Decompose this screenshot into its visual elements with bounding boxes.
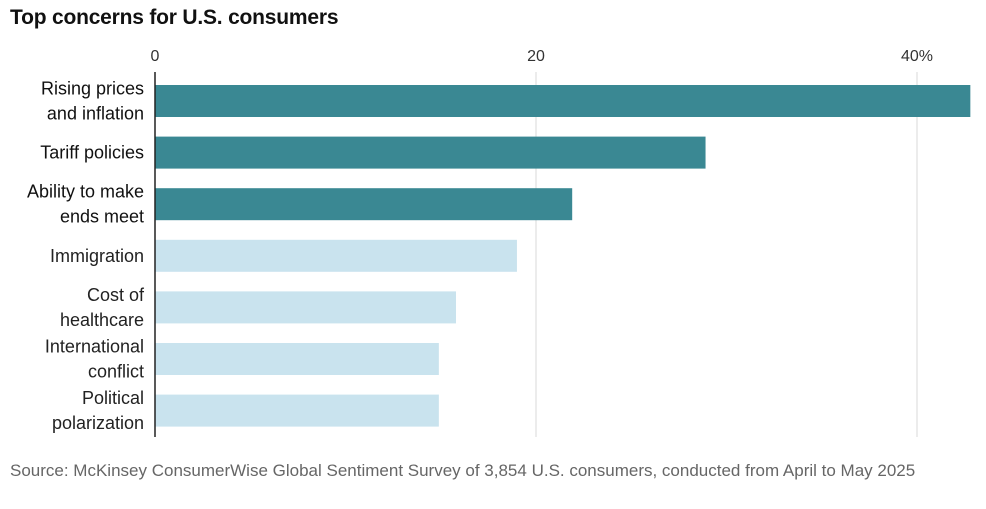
x-tick-label: 0 xyxy=(151,48,160,65)
category-label: Rising prices and inflation xyxy=(41,79,144,124)
x-tick-label: 20 xyxy=(527,48,545,65)
bar xyxy=(155,394,439,427)
bar-chart: 0 20 40% Rising prices and inflation Tariff p… xyxy=(27,48,971,437)
category-label: Ability to make ends meet xyxy=(27,182,144,227)
category-label: International conflict xyxy=(45,337,144,382)
category-label: Cost of healthcare xyxy=(60,285,145,330)
bar xyxy=(155,343,439,375)
bar xyxy=(155,136,706,169)
source-note: Source: McKinsey ConsumerWise Global Sen… xyxy=(10,461,916,480)
bar xyxy=(155,188,573,221)
category-label: Immigration xyxy=(50,246,144,266)
bar xyxy=(155,239,517,272)
bar xyxy=(155,85,971,117)
bar xyxy=(155,291,456,324)
category-label: Tariff policies xyxy=(40,143,144,163)
chart-title: Top concerns for U.S. consumers xyxy=(10,6,339,29)
category-label: Political polarization xyxy=(52,388,144,433)
x-tick-label: 40% xyxy=(901,48,933,65)
